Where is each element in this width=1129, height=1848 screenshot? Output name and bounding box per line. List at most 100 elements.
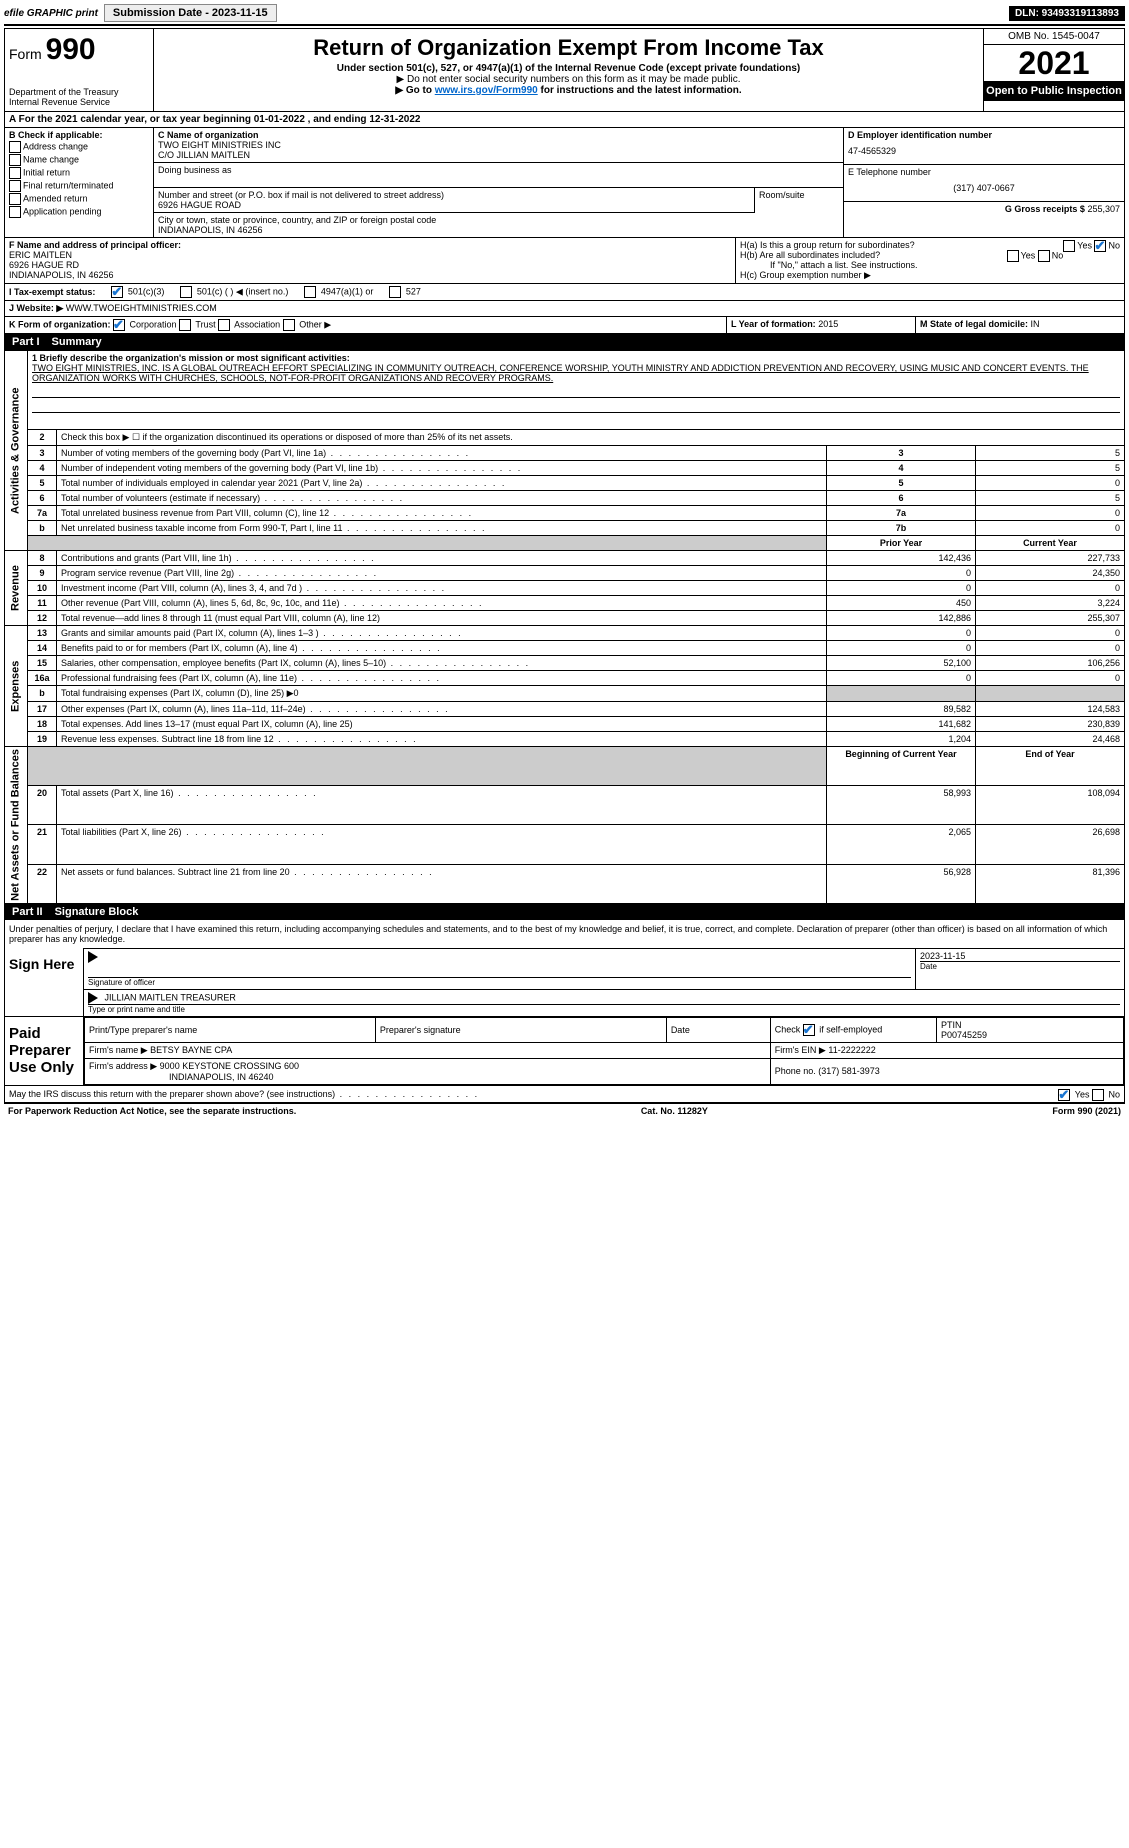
ein-value: 47-4565329 [848,140,1120,162]
city-value: INDIANAPOLIS, IN 46256 [158,225,839,235]
part2-title: Signature Block [55,906,139,918]
phone-value: (317) 407-0667 [848,177,1120,199]
officer-label: F Name and address of principal officer: [9,240,181,250]
street-box: Number and street (or P.O. box if mail i… [154,188,755,213]
hb-yes[interactable] [1007,250,1019,262]
mission-text: TWO EIGHT MINISTRIES, INC. IS A GLOBAL O… [32,363,1089,383]
line-14: 14Benefits paid to or for members (Part … [5,641,1125,656]
top-bar: efile GRAPHIC print Submission Date - 20… [4,4,1125,26]
part1-label: Part I [12,336,40,348]
ha-row: H(a) Is this a group return for subordin… [740,240,1120,250]
header-right: OMB No. 1545-0047 2021 Open to Public In… [983,29,1124,111]
sig-officer-cell: Signature of officer [84,949,916,989]
mission-label: 1 Briefly describe the organization's mi… [32,353,350,363]
ein-label: D Employer identification number [848,130,992,140]
line-21: 21Total liabilities (Part X, line 26)2,0… [5,825,1125,864]
cb-amended-return[interactable]: Amended return [9,193,149,205]
cb-4947[interactable] [304,286,316,298]
cb-application-pending[interactable]: Application pending [9,206,149,218]
line-7b: bNet unrelated business taxable income f… [5,521,1125,536]
line-12: 12Total revenue—add lines 8 through 11 (… [5,611,1125,626]
row-a-text: A For the 2021 calendar year, or tax yea… [9,114,420,125]
header-left: Form 990 Department of the Treasury Inte… [5,29,154,111]
form-label: Form [9,46,42,62]
firm-name-cell: Firm's name ▶ BETSY BAYNE CPA [85,1042,771,1058]
cb-501c[interactable] [180,286,192,298]
part1-title: Summary [52,336,102,348]
line-22: 22Net assets or fund balances. Subtract … [5,864,1125,903]
officer-addr1: 6926 HAGUE RD [9,260,79,270]
part2-label: Part II [12,906,43,918]
org-name: TWO EIGHT MINISTRIES INC [158,140,839,150]
cb-association[interactable] [218,319,230,331]
line-4: 4Number of independent voting members of… [5,461,1125,476]
paid-preparer-label: Paid Preparer Use Only [5,1017,84,1085]
cb-name-change[interactable]: Name change [9,154,149,166]
addr-row: Number and street (or P.O. box if mail i… [154,188,843,213]
ha-yes[interactable] [1063,240,1075,252]
sig-date-value: 2023-11-15 [920,951,965,961]
cb-corporation[interactable] [113,319,125,331]
cb-self-employed[interactable] [803,1024,815,1036]
sig-officer-label: Signature of officer [88,977,911,987]
date-cell: 2023-11-15 Date [916,949,1124,989]
self-employed-cell: Check if self-employed [770,1017,936,1042]
name-label: C Name of organization [158,130,259,140]
line-18: 18Total expenses. Add lines 13–17 (must … [5,717,1125,732]
discuss-no[interactable] [1092,1089,1104,1101]
dba-box: Doing business as [154,163,843,188]
efile-label: efile GRAPHIC print [4,8,98,19]
dba-label: Doing business as [158,165,839,175]
row-m: M State of legal domicile: IN [915,317,1124,333]
form-note1: ▶ Do not enter social security numbers o… [162,74,975,85]
gross-label: G Gross receipts $ [1005,204,1085,214]
preparer-date-header: Date [666,1017,770,1042]
part2-header: Part II Signature Block [4,904,1125,920]
cb-address-change[interactable]: Address change [9,141,149,153]
preparer-name-header: Print/Type preparer's name [85,1017,376,1042]
note2-post: for instructions and the latest informat… [541,85,742,96]
sidebar-revenue: Revenue [5,551,28,626]
cb-final-return[interactable]: Final return/terminated [9,180,149,192]
cb-501c3[interactable] [111,286,123,298]
firm-ein-cell: Firm's EIN ▶ 11-2222222 [770,1042,1123,1058]
section-fh: F Name and address of principal officer:… [4,238,1125,284]
line-11: 11Other revenue (Part VIII, column (A), … [5,596,1125,611]
cb-other[interactable] [283,319,295,331]
website-value: WWW.TWOEIGHTMINISTRIES.COM [66,303,217,313]
hb-no[interactable] [1038,250,1050,262]
discuss-yes[interactable] [1058,1089,1070,1101]
ha-no[interactable] [1094,240,1106,252]
phone-box: E Telephone number (317) 407-0667 [844,165,1124,202]
name-title-cell: JILLIAN MAITLEN TREASURER Type or print … [84,990,1124,1016]
form-header: Form 990 Department of the Treasury Inte… [4,28,1125,112]
ptin-cell: PTINP00745259 [936,1017,1123,1042]
discuss-row: May the IRS discuss this return with the… [5,1085,1124,1102]
line-20: 20Total assets (Part X, line 16)58,99310… [5,786,1125,825]
org-co: C/O JILLIAN MAITLEN [158,150,839,160]
form-number: Form 990 [9,33,149,67]
line-6: 6Total number of volunteers (estimate if… [5,491,1125,506]
line-16a: 16aProfessional fundraising fees (Part I… [5,671,1125,686]
note2-pre: ▶ Go to [395,85,434,96]
sidebar-governance: Activities & Governance [5,351,28,551]
footer-right: Form 990 (2021) [1052,1106,1121,1116]
hc-row: H(c) Group exemption number ▶ [740,270,1120,281]
cb-initial-return[interactable]: Initial return [9,167,149,179]
org-name-box: C Name of organization TWO EIGHT MINISTR… [154,128,843,163]
submission-date-button[interactable]: Submission Date - 2023-11-15 [104,4,277,22]
cb-527[interactable] [389,286,401,298]
cb-trust[interactable] [179,319,191,331]
line-10: 10Investment income (Part VIII, column (… [5,581,1125,596]
date-label: Date [920,961,1120,971]
ein-box: D Employer identification number 47-4565… [844,128,1124,165]
irs-link[interactable]: www.irs.gov/Form990 [435,85,538,96]
firm-addr-cell: Firm's address ▶ 9000 KEYSTONE CROSSING … [85,1058,771,1084]
state-domicile: IN [1031,319,1040,329]
line-7a: 7aTotal unrelated business revenue from … [5,506,1125,521]
form-number-value: 990 [46,33,96,66]
i-label: I Tax-exempt status: [9,287,95,297]
line-16b: bTotal fundraising expenses (Part IX, co… [5,686,1125,702]
part1-header: Part I Summary [4,334,1125,350]
col-b-checkboxes: B Check if applicable: Address change Na… [5,128,154,237]
